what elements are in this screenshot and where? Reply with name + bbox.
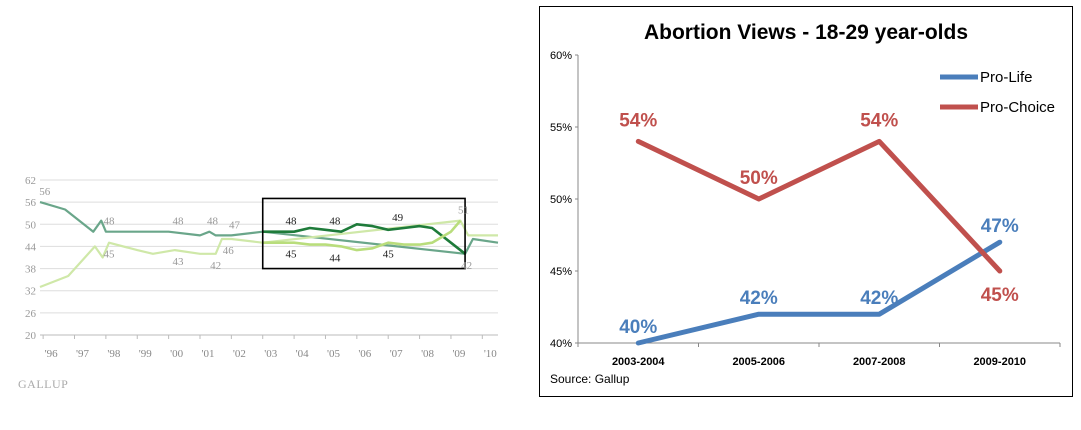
x-tick-label: '01 [201,348,214,360]
data-label-pro-life: 40% [619,317,657,338]
data-label: 48 [207,216,219,228]
data-label-pro-life: 47% [981,216,1019,237]
data-label: 48 [104,216,116,228]
data-label-pro-choice: 54% [860,110,898,131]
y-tick-label: 50 [25,219,37,231]
data-label: 51 [458,205,469,217]
x-tick-label: '10 [484,348,497,360]
data-label-pro-choice: 45% [981,285,1019,306]
y-tick-label: 20 [25,330,37,342]
data-label: 45 [104,249,116,261]
series-line-pro-life [635,239,1003,346]
data-label: 48 [329,216,341,228]
legend-label: Pro-Choice [980,99,1055,116]
series-line-pro-choice-highlight [262,223,466,255]
legend-label: Pro-Life [980,69,1033,86]
x-tick-label: '98 [107,348,120,360]
abortion-views-chart: Abortion Views - 18-29 year-olds 60% 55% 50… [539,6,1073,397]
y-tick-label: 40% [550,338,572,350]
data-label: 48 [285,216,297,228]
y-tick-label: 32 [25,286,36,298]
y-tick-label: 38 [25,264,37,276]
data-label: 48 [173,216,185,228]
series-line-pro-choice [635,138,1003,274]
y-tick-label: 26 [25,308,37,320]
x-tick-label: '03 [264,348,277,360]
data-label: 42 [461,260,472,272]
data-label: 49 [392,212,404,224]
y-tick-label: 60% [550,50,572,62]
x-tick-label: '08 [421,348,434,360]
x-tick-label: '09 [452,348,465,360]
data-label: 46 [223,245,235,257]
data-label: 44 [329,252,341,264]
data-label-pro-choice: 54% [619,110,657,131]
y-tick-label: 56 [25,197,37,209]
x-tick-label: 2009-2010 [973,356,1026,368]
x-tick-label: '07 [390,348,403,360]
x-tick-label: 2005-2006 [732,356,785,368]
data-label: 45 [285,249,297,261]
source-logo-text: GALLUP [18,377,68,391]
gallup-trend-svg: 6256504438322620'96'97'98'99'00'01'02'03… [18,175,499,391]
x-tick-label: 2003-2004 [612,356,665,368]
series-line-pro-life [39,219,498,289]
gallup-trend-chart: 62 56 50 44 38 32 26 20'96'97'98'99'00'01'02'03… [0,0,520,425]
series-line-pro-life-highlight [262,219,462,252]
x-tick-label: '05 [327,348,340,360]
abortion-views-svg: Abortion Views - 18-29 year-olds 60% 55% 50… [550,21,1061,386]
y-tick-label: 55% [550,122,572,134]
x-tick-label: '99 [139,348,152,360]
x-tick-label: 2007-2008 [853,356,906,368]
data-label-pro-life: 42% [860,288,898,309]
x-tick-label: '96 [45,348,58,360]
x-tick-label: '02 [233,348,246,360]
y-tick-label: 44 [25,241,37,253]
y-tick-label: 50% [550,194,572,206]
series-line-pro-choice [39,201,499,255]
x-tick-label: '00 [170,348,183,360]
data-label: 42 [210,260,221,272]
highlight-box [261,197,466,270]
data-label: 43 [173,256,185,268]
x-tick-label: '04 [296,348,309,360]
source-text: Source: Gallup [550,372,630,386]
data-label: 45 [383,249,395,261]
chart-title: Abortion Views - 18-29 year-olds [644,21,968,44]
data-label-pro-choice: 50% [740,168,778,189]
x-tick-label: '97 [76,348,89,360]
data-label-pro-life: 42% [740,288,778,309]
data-label: 56 [39,186,51,198]
x-tick-label: '06 [358,348,371,360]
y-tick-label: 62 [25,175,36,187]
data-label: 47 [229,219,241,231]
y-tick-label: 45% [550,266,572,278]
